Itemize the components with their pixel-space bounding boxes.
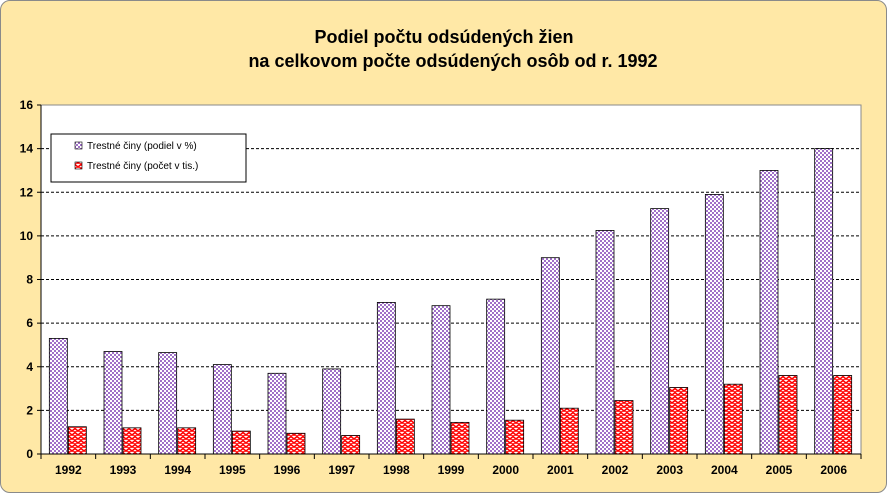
- chart-title-line-1: Podiel počtu odsúdených žien: [314, 27, 573, 47]
- bar-share: [650, 208, 670, 455]
- y-tick-label: 10: [20, 229, 34, 243]
- bar-count: [122, 427, 142, 455]
- x-tick-label: 2002: [602, 463, 629, 477]
- bar-share: [212, 364, 232, 455]
- bar-count: [286, 432, 306, 455]
- y-tick-label: 2: [26, 403, 33, 417]
- bar-count: [505, 419, 525, 455]
- bar-share: [322, 368, 342, 455]
- bar-share: [48, 337, 68, 455]
- bar-count: [614, 400, 634, 455]
- x-tick-label: 1996: [274, 463, 301, 477]
- x-tick-label: 1993: [110, 463, 137, 477]
- y-tick-label: 12: [20, 185, 34, 199]
- y-tick-label: 0: [26, 447, 33, 461]
- y-tick-label: 16: [20, 98, 34, 112]
- x-tick-label: 1994: [164, 463, 191, 477]
- bar-share: [431, 305, 451, 455]
- bar-count: [395, 418, 415, 455]
- x-tick-label: 2006: [820, 463, 847, 477]
- x-tick-label: 2005: [766, 463, 793, 477]
- bar-count: [67, 426, 87, 455]
- legend-label-share: Trestné činy (podiel v %): [87, 141, 197, 152]
- legend-label-count: Trestné činy (počet v tis.): [87, 161, 198, 172]
- legend-swatch-count: [74, 161, 83, 170]
- bar-share: [376, 302, 396, 455]
- y-tick-label: 6: [26, 316, 33, 330]
- bar-share: [704, 194, 724, 455]
- x-tick-label: 2000: [492, 463, 519, 477]
- bar-count: [723, 383, 743, 455]
- x-tick-label: 2001: [547, 463, 574, 477]
- bar-count: [450, 421, 470, 455]
- bar-share: [158, 352, 178, 455]
- bars: [48, 148, 853, 455]
- chart-title-line-2: na celkovom počte odsúdených osôb od r. …: [248, 51, 657, 71]
- legend-box: [50, 133, 247, 183]
- bar-share: [103, 351, 123, 455]
- x-tick-label: 1995: [219, 463, 246, 477]
- bar-count: [778, 375, 798, 455]
- x-tick-label: 1992: [55, 463, 82, 477]
- x-tick-label: 2003: [656, 463, 683, 477]
- bar-count: [341, 435, 361, 455]
- axes: 0 2 4 6 8 10 12 14 16 1992 1993 1994 1995 1996 1997 199…: [20, 98, 862, 477]
- bar-share: [595, 230, 615, 455]
- bar-count: [177, 427, 197, 455]
- bar-share: [267, 372, 287, 455]
- bar-share: [814, 148, 834, 455]
- bar-count: [231, 430, 251, 455]
- y-tick-label: 8: [26, 273, 33, 287]
- y-tick-label: 4: [26, 360, 33, 374]
- bar-share: [540, 257, 560, 455]
- bar-share: [486, 298, 506, 455]
- x-tick-label: 1997: [328, 463, 355, 477]
- y-tick-label: 14: [20, 142, 34, 156]
- legend: Trestné činy (podiel v %) Trestné činy (…: [50, 133, 247, 183]
- bar-count: [669, 387, 689, 455]
- x-tick-label: 1999: [438, 463, 465, 477]
- legend-swatch-share: [74, 141, 83, 150]
- bar-count: [833, 375, 853, 455]
- x-tick-label: 2004: [711, 463, 738, 477]
- bar-count: [559, 407, 579, 455]
- x-tick-label: 1998: [383, 463, 410, 477]
- bar-share: [759, 170, 779, 455]
